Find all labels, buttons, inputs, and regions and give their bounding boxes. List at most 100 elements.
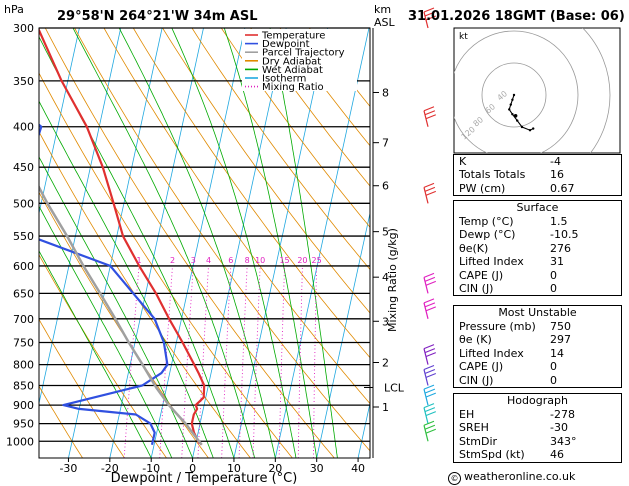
wind-barbs (423, 7, 437, 442)
km-tick-label: 1 (382, 401, 389, 414)
temperature-tick-label: 30 (310, 462, 324, 475)
hodograph-units-label: kt (459, 32, 468, 42)
legend-entry: Parcel Trajectory (262, 48, 345, 59)
hodograph-storm-motion (513, 114, 518, 118)
isotherm-line (150, 28, 246, 458)
dry-adiabat-lines (39, 28, 370, 458)
most-unstable-table: Most Unstable Pressure (mb) 750 θe (K) 297… (453, 305, 622, 388)
isotherm-line (39, 28, 122, 406)
wind-barb-flag (425, 280, 437, 286)
temperature-tick-label: 40 (351, 462, 365, 475)
wind-barb-flag (425, 114, 437, 120)
mixing-ratio-label: 1 (136, 256, 141, 265)
dry-adiabat-line (132, 28, 370, 359)
isotherm-line (357, 401, 370, 458)
hpa-axis-label: hPa (4, 3, 24, 16)
pressure-tick-label: 700 (13, 313, 34, 326)
mixing-ratio-label: 10 (255, 256, 265, 265)
dry-adiabat-line (250, 28, 370, 187)
legend-entry: Isotherm (262, 74, 306, 85)
wind-barb-flag (423, 106, 435, 112)
hodograph-point (509, 103, 512, 106)
temperature-tick-label: 0 (189, 462, 196, 475)
pressure-tick-label: 300 (13, 22, 34, 35)
dry-adiabat-line (103, 28, 370, 405)
isotherm-line (274, 28, 370, 458)
wind-barb-flag (423, 364, 435, 370)
wet-adiabat-line (223, 28, 318, 458)
wet-adiabat-line (171, 28, 297, 458)
profile-series (39, 28, 206, 446)
dry-adiabat-line (39, 72, 293, 458)
most-unstable-row: CIN (J) 0 (459, 373, 557, 387)
mixing-ratio-label: 2 (170, 256, 175, 265)
index-row-totals: Totals Totals 16 (459, 168, 564, 182)
asl-axis-label: ASL (374, 16, 396, 29)
mixing-ratio-line (221, 265, 232, 458)
pressure-tick-label: 350 (13, 75, 34, 88)
mixing-ratio-label: 15 (279, 256, 289, 265)
mixing-ratio-axis-title: Mixing Ratio (g/kg) (386, 228, 399, 332)
lcl-label: LCL (384, 381, 405, 394)
pressure-tick-label: 1000 (6, 435, 34, 448)
pressure-tick-label: 500 (13, 197, 34, 210)
most-unstable-row: Pressure (mb) 750 (459, 320, 571, 333)
wet-adiabat-line (269, 28, 338, 458)
site-link[interactable]: weatheronline.co.uk (464, 470, 576, 483)
wind-barb-flag (425, 190, 437, 196)
wind-barb-flag (424, 388, 436, 394)
dry-adiabat-line (191, 28, 370, 271)
isotherm-lines (39, 28, 370, 458)
pressure-tick-label: 650 (13, 287, 34, 300)
mixing-ratio-label: 25 (312, 256, 322, 265)
dry-adiabat-line (44, 28, 335, 458)
hodograph-ring (454, 30, 579, 153)
x-axis-title: Dewpoint / Temperature (°C) (111, 471, 298, 486)
hodograph-point (508, 108, 511, 111)
hodograph-point (520, 125, 524, 129)
km-tick-label: 5 (382, 226, 389, 239)
surface-row: Temp (°C) 1.5 (459, 215, 568, 228)
hodograph-point (532, 127, 535, 130)
wind-barb-flag (424, 11, 436, 17)
mixing-ratio-line (312, 265, 318, 458)
hodograph-point (512, 93, 516, 97)
temperature-tick-label: -30 (59, 462, 77, 475)
pressure-tick-label: 550 (13, 230, 34, 243)
km-tick-label: 4 (382, 271, 389, 284)
dry-adiabat-line (162, 28, 370, 314)
mixing-ratio-line (181, 265, 194, 458)
most-unstable-row: Lifted Index 14 (459, 346, 564, 360)
dry-adiabat-line (39, 385, 83, 458)
pressure-tick-label: 450 (13, 161, 34, 174)
mixing-ratio-line (297, 265, 303, 458)
wind-barb-flag (424, 407, 436, 413)
index-row-pw: PW (cm) 0.67 (459, 181, 575, 195)
hodograph-title: Hodograph (507, 394, 568, 407)
wind-barb-flag (425, 306, 437, 312)
dry-adiabat-line (39, 130, 251, 458)
pressure-tick-labels: 300 350 400 450 500 550 600 650 700 750 800 850 900 9… (6, 22, 34, 448)
legend-entry: Mixing Ratio (262, 82, 324, 93)
legend-entry: Dry Adiabat (262, 56, 321, 67)
wind-barb-flag (425, 411, 437, 417)
mixing-ratio-label: 6 (228, 256, 233, 265)
wind-barb-flag (424, 348, 436, 354)
wind-barb-flag (425, 428, 437, 434)
pressure-tick-label: 850 (13, 379, 34, 392)
indices-top-table: K -4 Totals Totals 16 PW (cm) 0.67 (453, 154, 622, 197)
pressure-tick-label: 950 (13, 418, 34, 431)
legend-entry: Wet Adiabat (262, 65, 323, 76)
mixing-ratio-line (278, 265, 286, 458)
wet-adiabat-line (39, 205, 173, 458)
wind-barb-flag (423, 298, 435, 304)
wind-barb-flag (423, 182, 435, 188)
pressure-tick-label: 900 (13, 399, 34, 412)
wind-barb-flag (424, 368, 436, 374)
isotherm-line (39, 28, 80, 216)
wind-barb-flag (423, 344, 435, 350)
wet-adiabat-line (39, 36, 235, 458)
pressure-tick-label: 400 (13, 121, 34, 134)
index-row-k: K -4 (459, 155, 561, 168)
